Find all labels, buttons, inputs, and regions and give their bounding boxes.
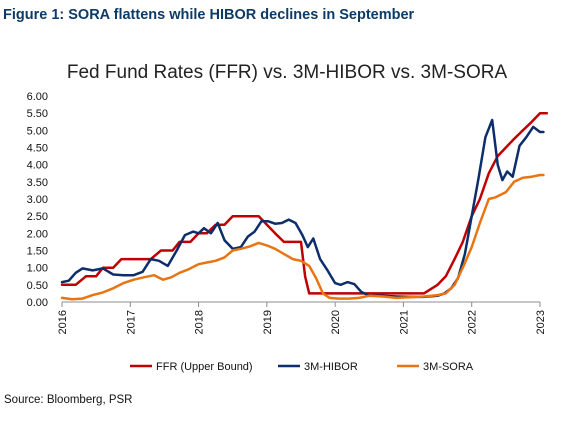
x-tick-label: 2023: [535, 310, 547, 334]
legend: FFR (Upper Bound) 3M-HIBOR 3M-SORA: [130, 361, 474, 373]
figure-caption: Figure 1: SORA flattens while HIBOR decl…: [3, 7, 415, 23]
legend-label: 3M-SORA: [423, 361, 474, 373]
y-tick-label: 0.50: [27, 280, 48, 292]
x-tick-label: 2017: [125, 310, 137, 334]
x-tick-label: 2021: [398, 310, 410, 334]
series-line-3: [60, 173, 545, 301]
y-tick-label: 3.50: [27, 177, 48, 189]
y-tick-label: 1.00: [27, 263, 48, 275]
axes: 0.00 0.50 1.00 1.50 2.00 2.50 3.00 3.50 4.00 4.50…: [27, 91, 547, 334]
legend-label: FFR (Upper Bound): [156, 361, 253, 373]
y-tick-label: 5.00: [27, 125, 48, 137]
x-tick-label: 2018: [194, 310, 206, 334]
x-tick-label: 2016: [57, 310, 69, 334]
x-tick-label: 2020: [330, 310, 342, 334]
y-tick-label: 1.50: [27, 246, 48, 258]
x-tick-label: 2022: [467, 310, 479, 334]
series-layer: [60, 111, 549, 301]
y-tick-label: 3.00: [27, 194, 48, 206]
y-tick-label: 2.50: [27, 211, 48, 223]
y-tick-label: 6.00: [27, 91, 48, 103]
legend-label: 3M-HIBOR: [304, 361, 358, 373]
y-tick-label: 4.00: [27, 160, 48, 172]
chart: Fed Fund Rates (FFR) vs. 3M-HIBOR vs. 3M…: [27, 62, 549, 373]
y-tick-label: 2.00: [27, 228, 48, 240]
source-note: Source: Bloomberg, PSR: [4, 394, 133, 406]
y-tick-label: 4.50: [27, 143, 48, 155]
y-tick-label: 5.50: [27, 108, 48, 120]
series-line-2: [60, 118, 545, 299]
series-line-1: [60, 111, 549, 295]
chart-title: Fed Fund Rates (FFR) vs. 3M-HIBOR vs. 3M…: [67, 62, 508, 83]
x-tick-label: 2019: [262, 310, 274, 334]
y-tick-label: 0.00: [27, 297, 48, 309]
